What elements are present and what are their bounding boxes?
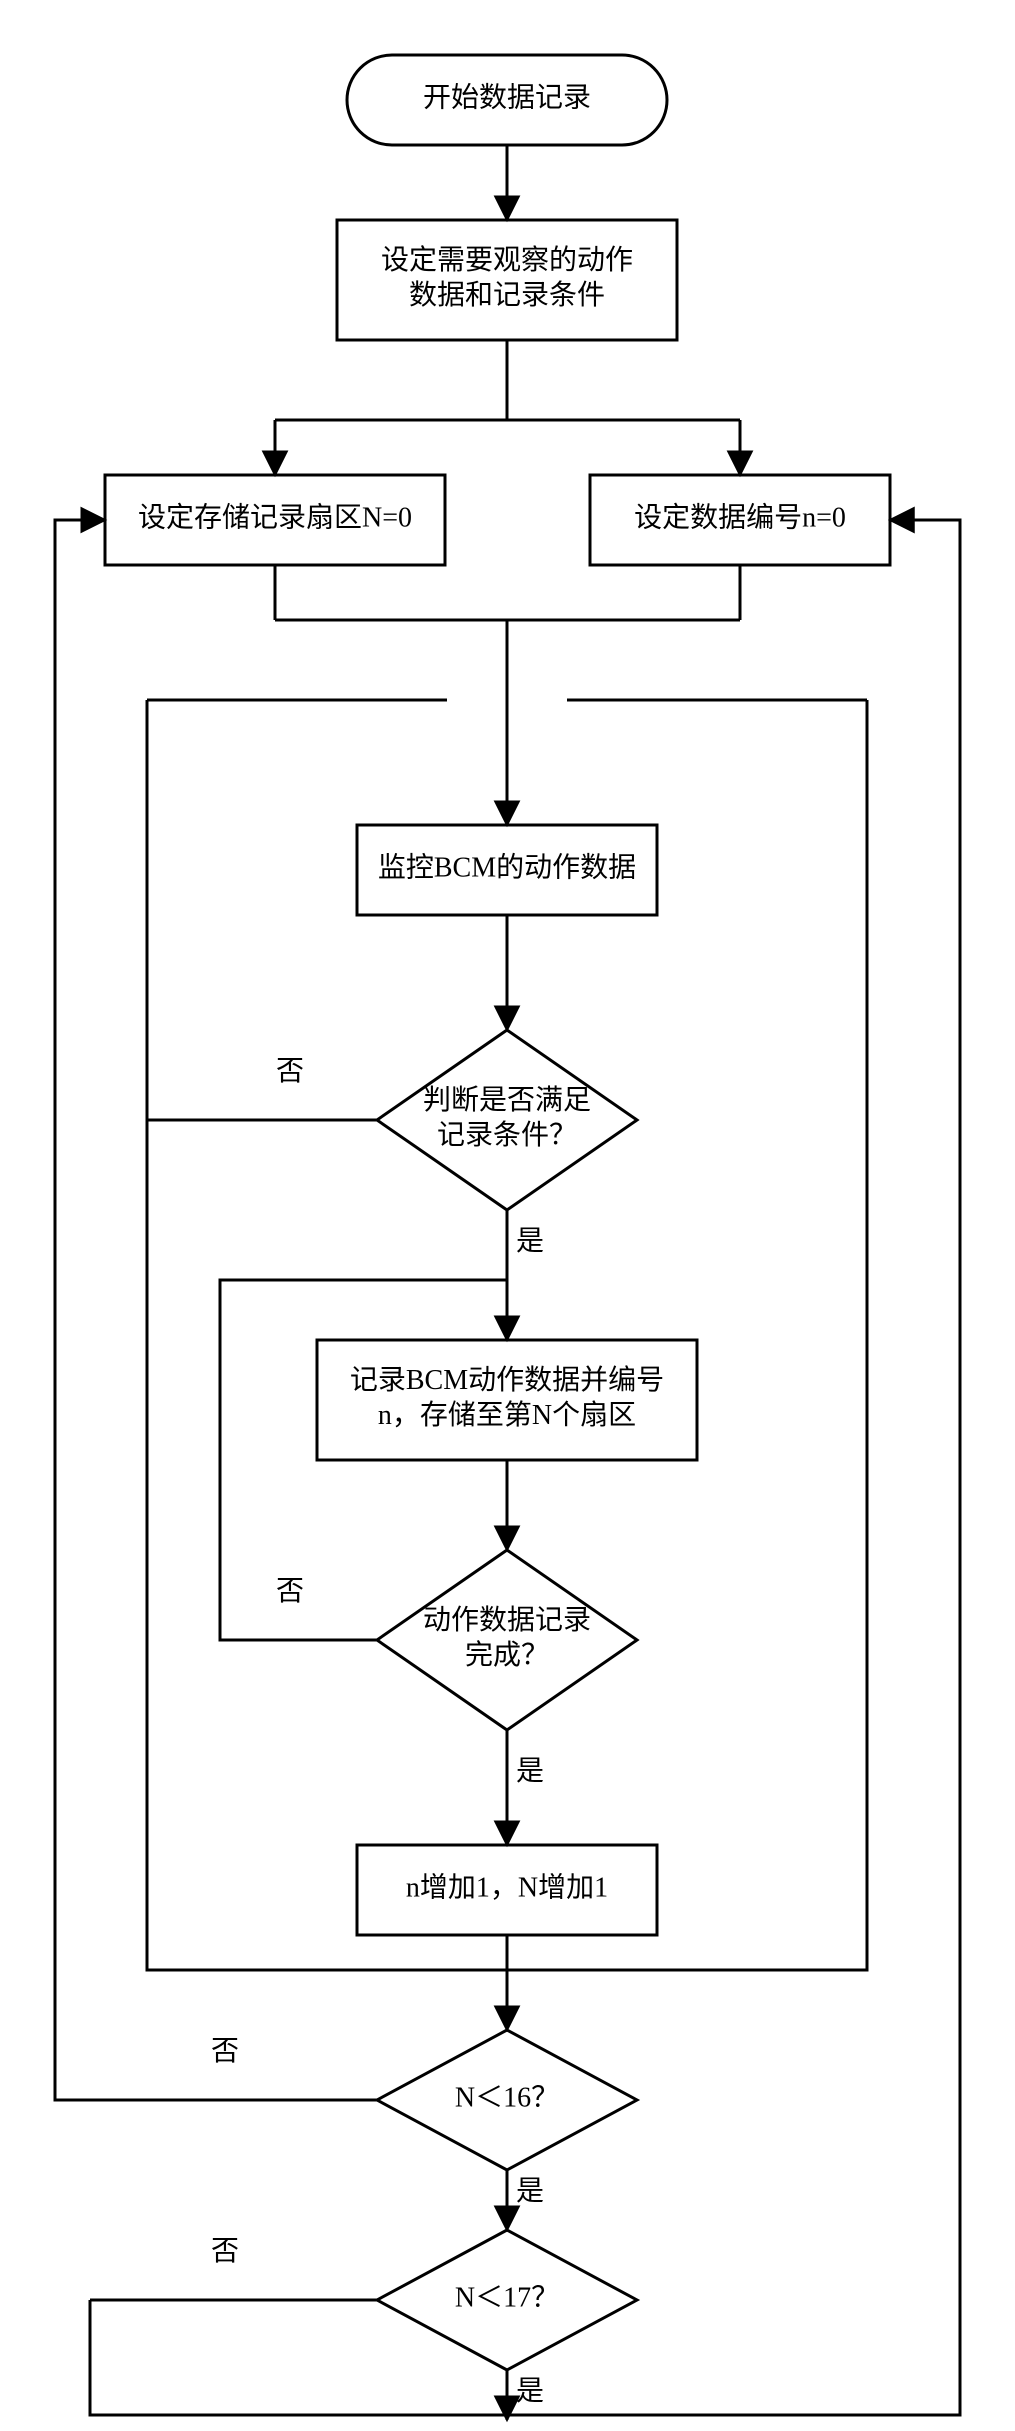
label-condCheck_yes: 是	[516, 1226, 544, 1257]
svg-text:完成？: 完成？	[465, 1639, 549, 1671]
svg-text:N＜17？: N＜17？	[455, 2282, 559, 2313]
label-n16_no: 否	[211, 2036, 239, 2067]
svg-text:设定数据编号n=0: 设定数据编号n=0	[634, 501, 846, 533]
label-n17_no: 否	[211, 2236, 239, 2267]
svg-text:N＜16？: N＜16？	[455, 2082, 559, 2113]
label-doneCheck_no: 否	[276, 1576, 304, 1607]
svg-text:记录条件？: 记录条件？	[437, 1119, 577, 1151]
label-n16_yes: 是	[516, 2176, 544, 2207]
svg-text:设定需要观察的动作: 设定需要观察的动作	[381, 244, 633, 276]
svg-text:设定存储记录扇区N=0: 设定存储记录扇区N=0	[138, 501, 412, 533]
svg-text:判断是否满足: 判断是否满足	[423, 1084, 591, 1116]
svg-text:数据和记录条件: 数据和记录条件	[409, 279, 605, 311]
label-doneCheck_yes: 是	[516, 1756, 544, 1787]
svg-text:n，存储至第N个扇区: n，存储至第N个扇区	[378, 1399, 636, 1431]
svg-text:动作数据记录: 动作数据记录	[423, 1604, 591, 1636]
svg-text:监控BCM的动作数据: 监控BCM的动作数据	[378, 851, 636, 883]
label-condCheck_no: 否	[276, 1056, 304, 1087]
label-n17_yes: 是	[516, 2376, 544, 2407]
svg-text:n增加1，N增加1: n增加1，N增加1	[406, 1871, 608, 1903]
svg-text:记录BCM动作数据并编号: 记录BCM动作数据并编号	[350, 1364, 664, 1396]
svg-text:开始数据记录: 开始数据记录	[423, 81, 591, 113]
